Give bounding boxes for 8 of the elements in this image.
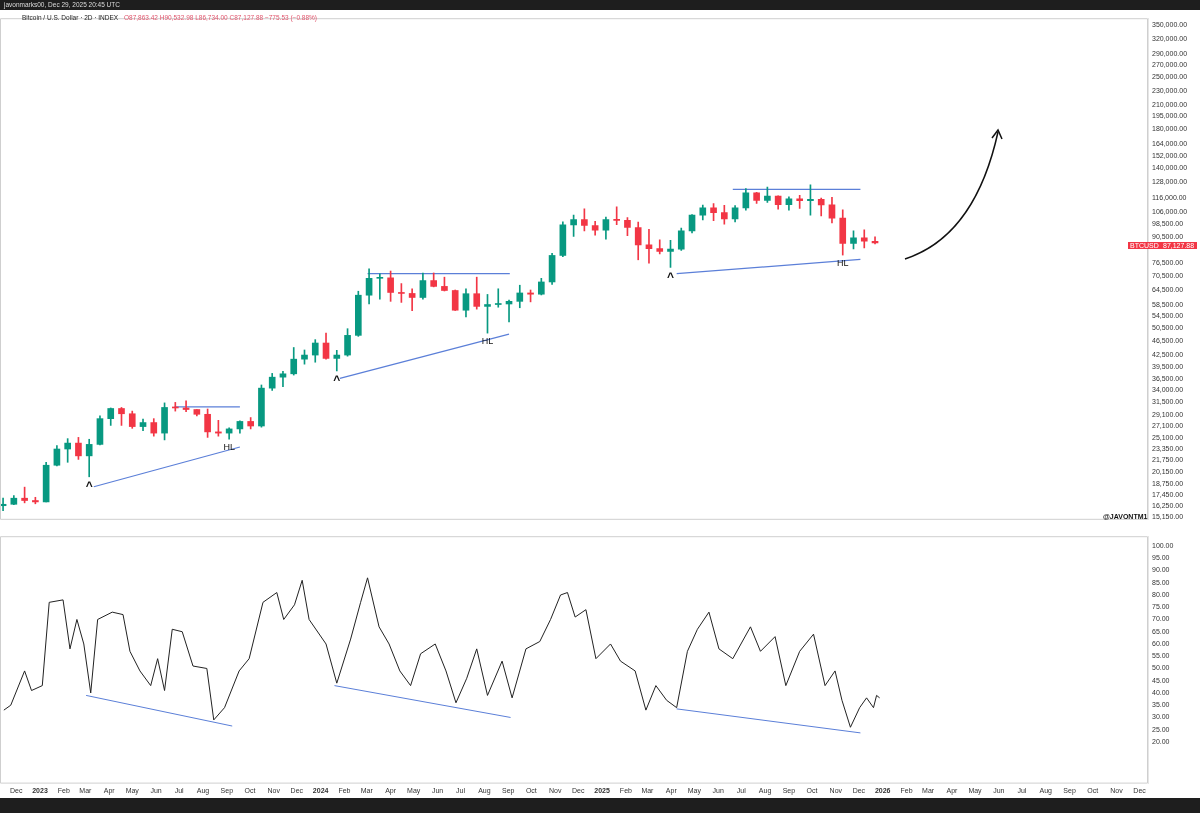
annotation: ^ — [333, 373, 341, 388]
annotation: ^ — [666, 269, 675, 284]
candlestick — [613, 206, 621, 226]
annotation: HL — [223, 442, 235, 453]
annotation: HL — [481, 336, 494, 347]
annotation: ^ — [85, 479, 93, 494]
annotation: HL — [836, 258, 849, 269]
candlestick — [494, 288, 502, 308]
